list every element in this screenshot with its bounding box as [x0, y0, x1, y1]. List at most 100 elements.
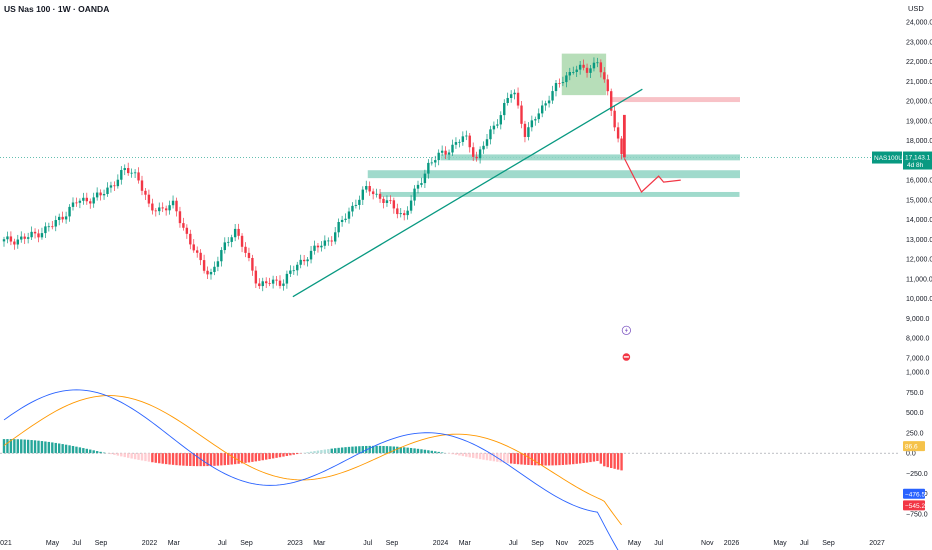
- candle: [472, 142, 475, 162]
- candle: [78, 198, 82, 209]
- macd-histogram-bar: [95, 451, 99, 454]
- macd-histogram-bar: [258, 453, 261, 461]
- grid: [0, 157, 900, 454]
- candle: [199, 249, 202, 266]
- macd-histogram-bar: [30, 440, 33, 454]
- candle: [327, 237, 330, 246]
- event-icons[interactable]: [621, 325, 631, 362]
- macd-histogram-bar: [527, 453, 530, 465]
- candle-body: [458, 141, 461, 143]
- macd-histogram-bar: [254, 453, 258, 462]
- candle: [523, 120, 527, 143]
- candle-body: [578, 64, 582, 70]
- macd-histogram-bar: [458, 453, 461, 456]
- macd-histogram-bar: [123, 453, 126, 458]
- price-tick-label: 15,000.0: [906, 197, 932, 204]
- macd-histogram-bar: [116, 453, 120, 456]
- macd-histogram-bar: [403, 447, 406, 454]
- price-tick-label: 23,000.0: [906, 39, 932, 46]
- candle: [585, 63, 589, 78]
- candle-body: [20, 236, 23, 240]
- candle-body: [75, 202, 78, 204]
- candle: [430, 157, 433, 166]
- macd-histogram-bar: [140, 453, 144, 461]
- macd-value-tag: [903, 488, 925, 499]
- candle: [168, 200, 171, 215]
- candle: [592, 57, 596, 72]
- macd-histogram-bar: [603, 453, 606, 467]
- candle: [409, 195, 413, 214]
- macd-histogram-bar: [192, 453, 195, 467]
- macd-histogram-bar: [40, 441, 44, 454]
- candle-body: [572, 72, 575, 73]
- candle-body: [130, 172, 133, 174]
- candle: [37, 229, 40, 243]
- candle-body: [92, 197, 95, 204]
- macd-histogram-bar: [151, 453, 154, 463]
- candle: [285, 270, 289, 289]
- candle: [123, 164, 126, 176]
- candle-body: [23, 236, 26, 239]
- macd-histogram-bar: [313, 451, 316, 454]
- candle: [299, 254, 302, 269]
- candle-body: [389, 200, 392, 202]
- candle: [492, 121, 496, 135]
- candle: [282, 279, 285, 291]
- candle-body: [434, 160, 437, 163]
- candle: [213, 261, 216, 276]
- candle-body: [371, 191, 375, 195]
- candle-body: [506, 97, 509, 103]
- candle-body: [385, 200, 389, 203]
- candle: [23, 233, 26, 245]
- time-axis[interactable]: 2021 May Jul Sep 2022 Mar Jul Sep 2023 Mar Jul Sep 2…: [0, 540, 885, 547]
- candle: [437, 149, 440, 166]
- candle-body: [244, 246, 247, 253]
- macd-histogram-bar: [513, 453, 516, 464]
- lightning-icon: [621, 325, 631, 335]
- candle: [275, 275, 278, 286]
- macd-histogram-bar: [102, 452, 106, 454]
- candle: [406, 206, 409, 220]
- macd-histogram-bar: [113, 453, 116, 455]
- macd-histogram-bar: [616, 453, 620, 470]
- candle: [351, 202, 354, 217]
- candle-body: [503, 102, 506, 116]
- candle: [278, 275, 282, 289]
- macd-histogram-bar: [465, 453, 468, 457]
- macd-histogram-bar: [182, 453, 185, 466]
- candle-body: [375, 193, 378, 195]
- macd-histogram-bar: [47, 441, 51, 454]
- time-tick-label: Mar: [313, 540, 326, 547]
- candle: [44, 222, 47, 238]
- macd-histogram-bar: [461, 453, 465, 457]
- macd-histogram-bar: [451, 453, 454, 455]
- candle-body: [575, 69, 578, 73]
- macd-histogram-bar: [406, 447, 409, 454]
- candle-body: [233, 228, 237, 238]
- macd-value-tag: [903, 500, 925, 511]
- price-axis[interactable]: 24,000.0 23,000.0 22,000.0 21,000.0 20,000.0…: [906, 20, 932, 519]
- macd-histogram-bar: [578, 453, 582, 464]
- macd-histogram-bar: [554, 453, 558, 466]
- candle: [309, 245, 313, 264]
- candle: [385, 195, 389, 207]
- candle-body: [599, 62, 603, 73]
- macd-histogram-bar: [230, 453, 233, 465]
- macd-value-tag-label: 86.6: [905, 444, 918, 451]
- candle: [337, 218, 340, 238]
- candle: [509, 90, 513, 103]
- macd-histogram-bar: [368, 445, 371, 454]
- macd-histogram-bar: [9, 439, 13, 454]
- candle: [296, 261, 299, 276]
- candle-body: [306, 259, 309, 262]
- macd-histogram-bar: [354, 446, 358, 454]
- candle-body: [58, 216, 61, 221]
- candle: [513, 89, 516, 100]
- candle: [454, 137, 458, 149]
- candle-body: [361, 189, 364, 200]
- candle-body: [220, 250, 223, 262]
- candle-body: [206, 270, 209, 275]
- macd-histogram-bar: [392, 446, 396, 454]
- candle-body: [444, 150, 447, 155]
